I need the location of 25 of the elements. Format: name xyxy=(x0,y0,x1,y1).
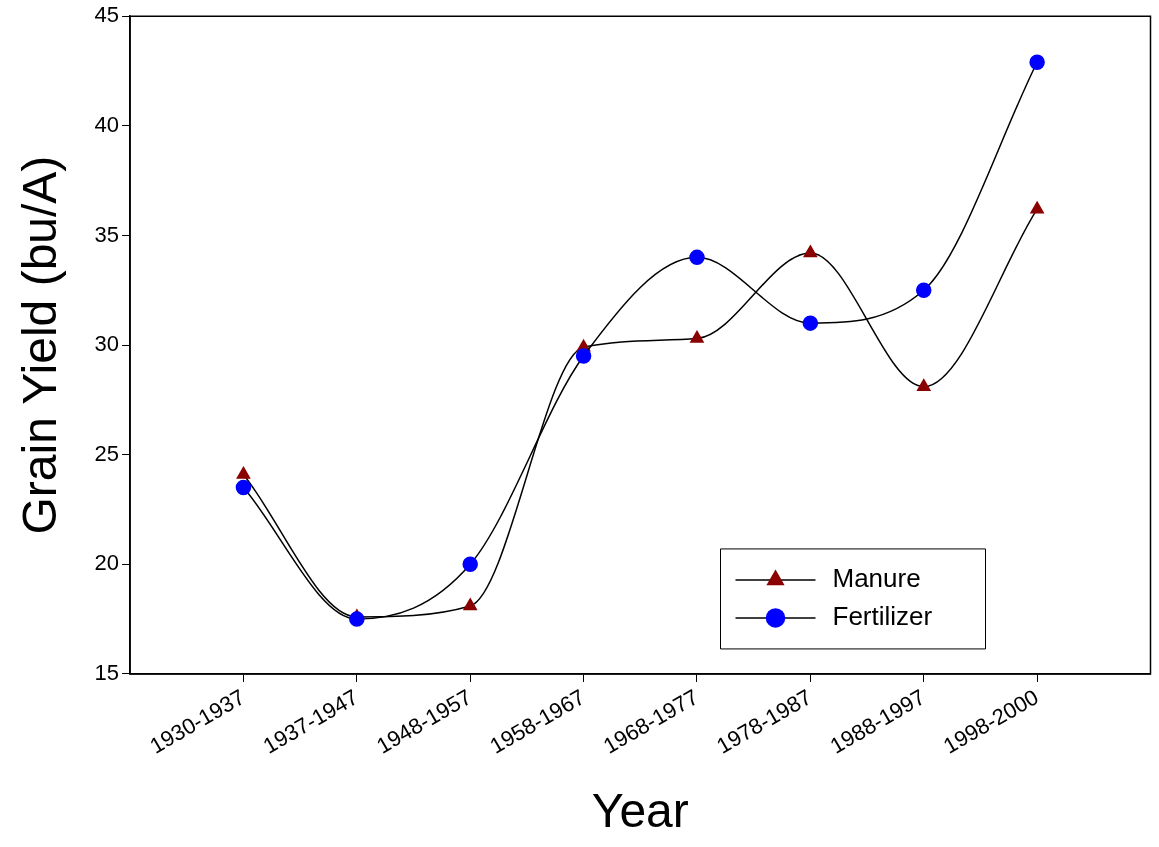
y-tick-label: 30 xyxy=(94,331,120,357)
point xyxy=(803,245,818,258)
y-tick-label: 15 xyxy=(94,659,120,685)
point xyxy=(916,378,931,391)
point xyxy=(689,249,705,266)
point xyxy=(462,556,478,573)
point xyxy=(575,348,592,364)
y-tick-label: 40 xyxy=(94,111,120,137)
legend-label: Fertilizer xyxy=(832,601,933,632)
point xyxy=(463,598,478,611)
point xyxy=(802,315,819,331)
point xyxy=(235,479,252,496)
point xyxy=(1030,201,1044,214)
legend-label: Manure xyxy=(832,563,921,594)
y-tick-label: 25 xyxy=(94,440,120,466)
y-tick-label: 45 xyxy=(94,2,120,28)
y-tick-label: 35 xyxy=(94,221,120,247)
y-tick-label: 20 xyxy=(94,550,120,576)
point xyxy=(349,611,365,627)
y-axis-title: Grain Yield (bu/A) xyxy=(13,155,67,535)
point xyxy=(1029,54,1045,70)
point xyxy=(690,330,704,343)
point xyxy=(915,282,932,299)
point xyxy=(236,466,251,479)
x-axis-title: Year xyxy=(591,784,689,838)
